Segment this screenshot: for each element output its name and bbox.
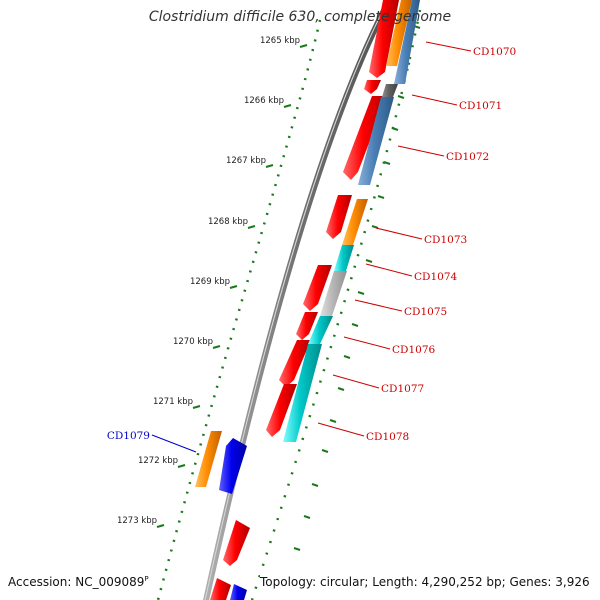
feature-tick-mark bbox=[329, 419, 337, 423]
gene-label-leader bbox=[397, 145, 445, 157]
cds-arrow-7 bbox=[279, 340, 311, 387]
reverse-strand-features bbox=[195, 431, 247, 600]
feature-tick-mark bbox=[383, 161, 391, 165]
scale-tick-mark bbox=[192, 405, 201, 409]
gene-label[interactable]: CD1078 bbox=[366, 431, 409, 443]
cds-arrow-10 bbox=[210, 578, 231, 600]
cds-arrow-blue-bottom bbox=[230, 584, 247, 600]
scale-tick-label: 1272 kbp bbox=[138, 456, 178, 466]
scale-tick-mark bbox=[156, 524, 165, 528]
gene-label[interactable]: CD1072 bbox=[446, 151, 489, 163]
cds-arrow-4 bbox=[326, 195, 352, 239]
feature-tick-mark bbox=[351, 323, 359, 327]
feature-tick-mark bbox=[371, 225, 379, 229]
cds-arrow-2 bbox=[364, 80, 381, 94]
feature-tick-mark bbox=[377, 195, 385, 199]
forward-strand-features bbox=[210, 0, 399, 600]
feature-orange-mid bbox=[342, 199, 368, 245]
scale-tick-mark bbox=[177, 464, 186, 468]
coloured-features bbox=[283, 0, 420, 442]
accession-label: Accession: NC_009089 bbox=[8, 575, 145, 589]
feature-cyan-3 bbox=[283, 344, 322, 442]
gene-label[interactable]: CD1070 bbox=[473, 46, 516, 58]
gene-label[interactable]: CD1076 bbox=[392, 344, 435, 356]
feature-steelblue-mid bbox=[358, 97, 394, 185]
gene-label-leader bbox=[411, 94, 458, 106]
gene-label-leader bbox=[354, 299, 403, 312]
gene-label-leader bbox=[375, 227, 423, 240]
gene-label[interactable]: CD1074 bbox=[414, 271, 457, 283]
gene-label[interactable]: CD1077 bbox=[381, 383, 424, 395]
feature-orange-top bbox=[386, 0, 412, 66]
feature-tick-mark bbox=[391, 127, 399, 131]
scale-tick-mark bbox=[283, 104, 292, 108]
scale-tick-mark bbox=[212, 345, 221, 349]
cds-arrow-blue bbox=[219, 438, 247, 494]
feature-tick-mark bbox=[343, 355, 351, 359]
feature-tick-mark bbox=[293, 547, 301, 551]
feature-tick-mark bbox=[397, 95, 405, 99]
feature-tick-mark bbox=[357, 291, 365, 295]
scale-tick-label: 1268 kbp bbox=[208, 217, 248, 227]
accession-footer: Accession: NC_009089P bbox=[8, 575, 149, 589]
scale-tick-label: 1265 kbp bbox=[260, 36, 300, 46]
feature-steelblue-top bbox=[394, 0, 420, 84]
feature-darkgray bbox=[382, 84, 398, 97]
feature-tick-mark bbox=[365, 259, 373, 263]
feature-tick-mark bbox=[321, 449, 329, 453]
topology-footer: Topology: circular; Length: 4,290,252 bp… bbox=[260, 575, 590, 589]
scale-tick-label: 1271 kbp bbox=[153, 397, 193, 407]
genome-backbone bbox=[203, 0, 393, 600]
cds-arrow-6 bbox=[296, 312, 318, 340]
scale-tick-mark bbox=[299, 44, 308, 48]
gene-label[interactable]: CD1073 bbox=[424, 234, 467, 246]
gene-label-leader bbox=[343, 336, 391, 350]
scale-tick-mark bbox=[265, 164, 274, 168]
cds-arrow-8 bbox=[266, 384, 297, 437]
scale-tick-label: 1267 kbp bbox=[226, 156, 266, 166]
scale-tick-label: 1273 kbp bbox=[117, 516, 157, 526]
map-title: Clostridium difficile 630, complete geno… bbox=[148, 9, 452, 25]
scale-ticks: 1265 kbp 1266 kbp 1267 kbp 1268 kbp 1269 kbp… bbox=[117, 36, 308, 528]
feature-lightgray bbox=[320, 271, 347, 316]
gene-label[interactable]: CD1075 bbox=[404, 306, 447, 318]
feature-cyan-1 bbox=[334, 245, 354, 271]
scale-tick-label: 1270 kbp bbox=[173, 337, 213, 347]
feature-orange-cd1079 bbox=[195, 431, 222, 487]
feature-tick-mark bbox=[303, 515, 311, 519]
gene-label[interactable]: CD1079 bbox=[107, 430, 150, 442]
cds-arrow-5 bbox=[303, 265, 332, 311]
scale-tick-mark bbox=[229, 285, 238, 289]
gene-label[interactable]: CD1071 bbox=[459, 100, 502, 112]
cds-arrow-1 bbox=[369, 0, 399, 78]
gene-label-leader bbox=[151, 434, 197, 453]
scale-dotted-line-left bbox=[156, 19, 322, 600]
gene-labels: CD1070 CD1071 CD1072 CD1073 CD1074 CD1075 CD10… bbox=[107, 41, 516, 453]
feature-cyan-2 bbox=[308, 316, 333, 344]
accession-suffix: P bbox=[144, 575, 149, 583]
scale-tick-label: 1266 kbp bbox=[244, 96, 284, 106]
genome-backbone-highlight bbox=[204, 0, 389, 600]
feature-tick-mark bbox=[337, 387, 345, 391]
gene-label-leader bbox=[332, 374, 380, 389]
cds-arrow-9 bbox=[223, 520, 250, 566]
gene-label-leader bbox=[365, 263, 413, 277]
scale-tick-mark bbox=[247, 225, 256, 229]
scale-tick-label: 1269 kbp bbox=[190, 277, 230, 287]
gene-label-leader bbox=[317, 422, 365, 437]
feature-tick-mark bbox=[311, 483, 319, 487]
gene-label-leader bbox=[425, 41, 472, 52]
